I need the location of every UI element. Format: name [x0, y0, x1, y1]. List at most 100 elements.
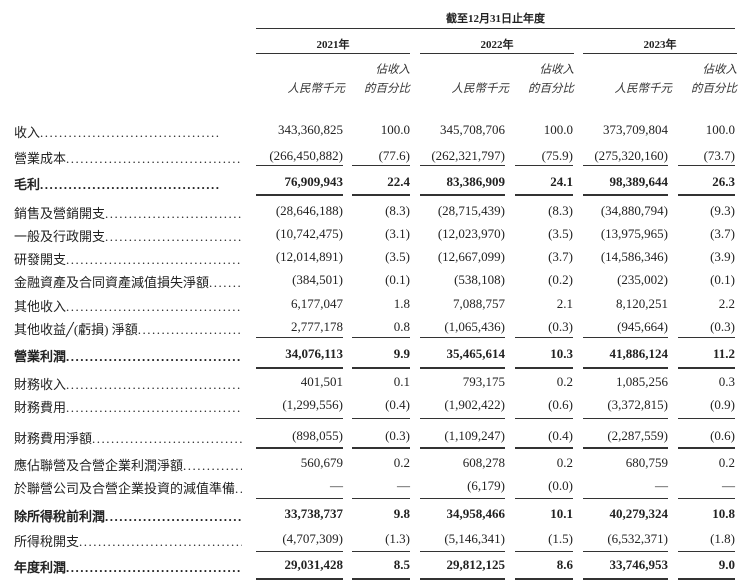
pct-unit-line2: 的百分比 — [528, 83, 574, 95]
pct-cell: (73.7) — [703, 148, 735, 163]
pct-cell: 0.3 — [718, 374, 735, 389]
year-header: 2023年 — [643, 39, 677, 51]
underline — [678, 578, 735, 580]
amount-cell: (5,146,341) — [444, 531, 505, 546]
pct-cell: — — [722, 478, 735, 493]
row-label: 金融資產及合同資產減值損失淨額.........................… — [14, 275, 242, 290]
pct-unit-line2: 的百分比 — [691, 83, 737, 95]
pct-cell: (0.1) — [385, 272, 410, 287]
underline — [583, 194, 668, 196]
underline — [583, 367, 668, 369]
amount-unit: 人民幣千元 — [287, 83, 346, 95]
pct-cell: (0.3) — [385, 428, 410, 443]
amount-cell: 33,738,737 — [284, 506, 344, 521]
amount-cell: 83,386,909 — [446, 174, 506, 189]
amount-cell: 373,709,804 — [603, 122, 668, 137]
amount-cell: 8,120,251 — [616, 296, 668, 311]
underline — [420, 165, 505, 166]
amount-cell: (13,975,965) — [600, 226, 668, 241]
amount-cell: 35,465,614 — [446, 346, 506, 361]
underline — [515, 447, 573, 449]
underline — [256, 578, 343, 580]
pct-cell: (0.6) — [710, 428, 735, 443]
row-label: 財務費用淨額..................................… — [14, 431, 242, 446]
divider — [420, 53, 574, 54]
amount-cell: (28,715,439) — [437, 203, 505, 218]
amount-cell: (34,880,794) — [600, 203, 668, 218]
amount-cell: (12,023,970) — [437, 226, 505, 241]
underline — [515, 194, 573, 196]
amount-cell: 2,777,178 — [291, 319, 343, 334]
pct-cell: (1.5) — [548, 531, 573, 546]
pct-unit-line1: 佔收入 — [702, 64, 738, 76]
pct-cell: 10.1 — [550, 506, 573, 521]
pct-unit-line2: 的百分比 — [364, 83, 410, 95]
pct-cell: (3.1) — [385, 226, 410, 241]
amount-cell: (266,450,882) — [269, 148, 343, 163]
underline — [420, 194, 505, 196]
amount-cell: (12,667,099) — [437, 249, 505, 264]
amount-cell: (1,299,556) — [282, 397, 343, 412]
pct-cell: (3.5) — [385, 249, 410, 264]
amount-cell: (1,109,247) — [444, 428, 505, 443]
amount-cell: 40,279,324 — [609, 506, 669, 521]
underline — [678, 337, 735, 338]
pct-cell: 100.0 — [543, 122, 573, 137]
underline — [256, 418, 343, 419]
pct-cell: 0.8 — [393, 319, 410, 334]
underline — [420, 447, 505, 449]
underline — [256, 498, 343, 499]
pct-cell: 0.2 — [393, 455, 410, 470]
pct-cell: (0.6) — [548, 397, 573, 412]
amount-cell: (275,320,160) — [594, 148, 668, 163]
pct-cell: (0.4) — [548, 428, 573, 443]
pct-cell: (0.0) — [548, 478, 573, 493]
pct-cell: (77.6) — [378, 148, 410, 163]
underline — [352, 551, 410, 552]
amount-cell: (1,065,436) — [444, 319, 505, 334]
underline — [420, 367, 505, 369]
pct-cell: (0.9) — [710, 397, 735, 412]
underline — [256, 337, 343, 338]
underline — [420, 418, 505, 419]
amount-cell: (14,586,346) — [600, 249, 668, 264]
underline — [256, 367, 343, 369]
pct-cell: 9.8 — [393, 506, 410, 521]
pct-cell: (8.3) — [385, 203, 410, 218]
pct-cell: (0.1) — [710, 272, 735, 287]
pct-cell: (3.9) — [710, 249, 735, 264]
pct-cell: — — [397, 478, 410, 493]
underline — [678, 498, 735, 499]
amount-cell: (4,707,309) — [282, 531, 343, 546]
underline — [256, 447, 343, 449]
underline — [515, 337, 573, 338]
underline — [420, 498, 505, 499]
underline — [352, 418, 410, 419]
pct-cell: 0.1 — [393, 374, 410, 389]
underline — [678, 418, 735, 419]
amount-cell: 34,076,113 — [285, 346, 343, 361]
underline — [420, 578, 505, 580]
amount-cell: 76,909,943 — [284, 174, 344, 189]
underline — [583, 498, 668, 499]
amount-cell: — — [330, 478, 343, 493]
pct-cell: 9.0 — [718, 557, 735, 572]
pct-cell: 100.0 — [380, 122, 410, 137]
pct-cell: 10.8 — [712, 506, 735, 521]
row-label: 應佔聯營及合營企業利潤淨額...........................… — [14, 458, 242, 473]
underline — [352, 337, 410, 338]
amount-cell: 41,886,124 — [609, 346, 669, 361]
underline — [515, 551, 573, 552]
pct-cell: (0.3) — [548, 319, 573, 334]
pct-cell: 22.4 — [387, 174, 410, 189]
pct-cell: 0.2 — [556, 455, 573, 470]
pct-cell: (1.8) — [710, 531, 735, 546]
underline — [583, 551, 668, 552]
pct-cell: (0.3) — [710, 319, 735, 334]
row-label: 年度利潤....................................… — [14, 560, 242, 575]
underline — [583, 418, 668, 419]
row-label: 於聯營公司及合營企業投資的減值準備.......................… — [14, 481, 242, 496]
row-label: 其他收入....................................… — [14, 299, 242, 314]
pct-cell: (3.7) — [548, 249, 573, 264]
